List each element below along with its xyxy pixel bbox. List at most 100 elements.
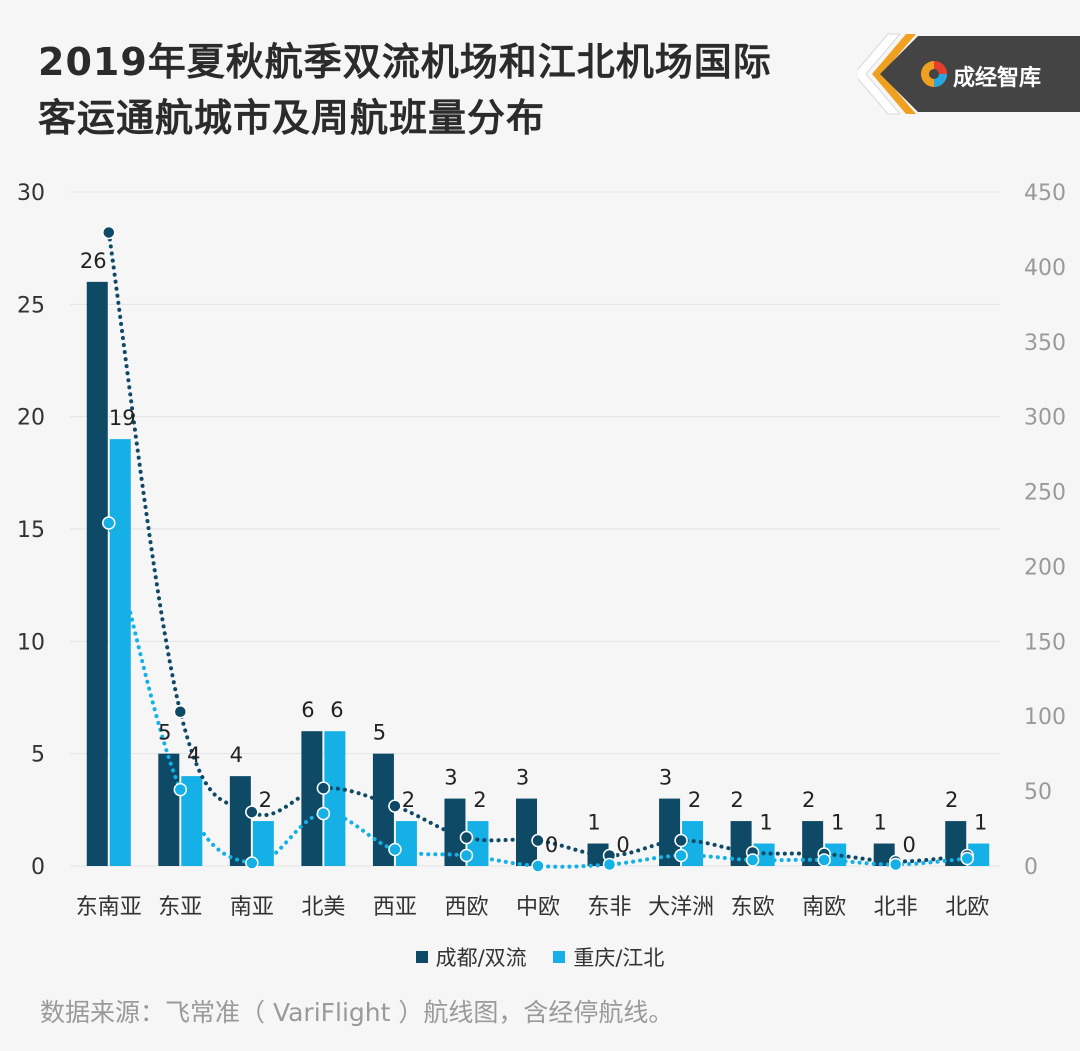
data-label-chongqing: 19 <box>109 406 136 430</box>
bar-chengdu <box>659 798 681 866</box>
axis-layer: 051015202530050100150200250300350400450东… <box>17 181 1066 920</box>
y2-tick-label: 100 <box>1024 705 1066 730</box>
point-chongqing <box>245 856 259 870</box>
x-tick-label: 大洋洲 <box>648 895 714 920</box>
point-chengdu <box>102 225 116 240</box>
x-tick-label: 南欧 <box>802 895 846 920</box>
y-tick-label: 10 <box>17 630 45 655</box>
data-label-chongqing: 0 <box>903 833 916 857</box>
legend-swatch-chengdu <box>415 951 428 963</box>
chart-legend: 成都/双流 重庆/江北 <box>0 942 1080 972</box>
x-tick-label: 北美 <box>301 895 345 920</box>
legend-label-chengdu: 成都/双流 <box>435 946 527 970</box>
data-label-chengdu: 1 <box>587 811 600 835</box>
y2-tick-label: 150 <box>1024 630 1066 655</box>
point-chongqing <box>888 857 903 872</box>
data-label-chengdu: 2 <box>802 788 815 812</box>
line-chengdu <box>106 230 970 864</box>
y2-tick-label: 400 <box>1024 256 1066 281</box>
point-chengdu <box>674 833 688 848</box>
point-chengdu <box>316 781 331 795</box>
point-chongqing <box>388 842 402 857</box>
y2-tick-label: 50 <box>1024 780 1052 805</box>
data-label-chongqing: 0 <box>616 833 629 857</box>
x-tick-label: 中欧 <box>516 895 560 920</box>
bar-chengdu <box>301 731 323 866</box>
bar-chongqing <box>324 731 346 866</box>
bar-chengdu <box>444 798 466 866</box>
source-note: 数据来源：飞常准（ VariFlight ）航线图，含经停航线。 <box>40 998 674 1027</box>
data-label-chongqing: 1 <box>974 811 987 835</box>
data-label-chengdu: 5 <box>158 721 171 745</box>
y2-tick-label: 200 <box>1024 555 1066 580</box>
chart-title-line-1: 2019年夏秋航季双流机场和江北机场国际 <box>38 40 772 84</box>
point-chengdu <box>531 833 545 848</box>
point-chengdu <box>245 805 259 819</box>
x-tick-label: 西欧 <box>444 895 488 920</box>
bar-chengdu <box>158 753 180 866</box>
data-label-chengdu: 26 <box>80 249 107 273</box>
point-chongqing <box>531 859 545 873</box>
data-label-chongqing: 2 <box>259 788 272 812</box>
bar-chongqing <box>252 821 274 866</box>
point-chongqing <box>745 853 760 867</box>
legend-item-chengdu: 成都/双流 <box>415 942 527 972</box>
y2-tick-label: 350 <box>1024 331 1066 356</box>
x-tick-label: 北欧 <box>945 895 989 920</box>
point-chongqing <box>817 853 831 867</box>
data-label-chengdu: 2 <box>730 788 743 812</box>
x-tick-label: 东南亚 <box>76 895 142 920</box>
point-chongqing <box>960 851 974 866</box>
brand-logo-icon <box>921 61 947 87</box>
point-chongqing <box>602 857 617 872</box>
data-label-chengdu: 3 <box>444 766 457 790</box>
data-label-chengdu: 3 <box>659 766 672 790</box>
data-label-chongqing: 1 <box>831 811 844 835</box>
data-label-chongqing: 2 <box>688 788 701 812</box>
bar-chengdu <box>229 776 251 866</box>
data-label-chongqing: 0 <box>545 833 558 857</box>
legend-label-chongqing: 重庆/江北 <box>573 946 665 970</box>
bar-chongqing <box>109 439 131 866</box>
x-tick-label: 东亚 <box>158 895 202 920</box>
badge-body <box>880 36 1080 112</box>
data-label-chengdu: 3 <box>516 766 529 790</box>
data-label-chongqing: 1 <box>759 811 772 835</box>
data-label-chengdu: 2 <box>945 788 958 812</box>
bar-chengdu <box>372 753 394 866</box>
data-label-chengdu: 4 <box>230 743 243 767</box>
legend-swatch-chongqing <box>553 951 566 963</box>
point-chongqing <box>173 782 188 797</box>
data-label-chengdu: 1 <box>874 811 887 835</box>
y-tick-label: 5 <box>31 743 45 768</box>
brand-badge: 成经智库 <box>853 28 1080 120</box>
y-tick-label: 20 <box>17 406 45 431</box>
data-label-chongqing: 4 <box>187 743 200 767</box>
y2-tick-label: 300 <box>1024 406 1066 431</box>
x-tick-label: 西亚 <box>373 895 417 920</box>
y-tick-label: 30 <box>17 181 45 206</box>
y-tick-label: 25 <box>17 293 45 318</box>
line-chongqing <box>106 521 970 869</box>
point-chengdu <box>173 704 188 719</box>
bars-layer <box>86 281 990 866</box>
point-chongqing <box>459 848 474 863</box>
point-chongqing <box>674 848 688 863</box>
bar-chengdu <box>516 798 537 866</box>
point-chongqing <box>102 516 116 530</box>
x-tick-label: 南亚 <box>230 895 274 920</box>
data-label-chongqing: 6 <box>330 698 343 722</box>
bar-chongqing <box>181 776 203 866</box>
brand-name: 成经智库 <box>953 66 1042 91</box>
point-chengdu <box>459 830 474 845</box>
legend-item-chongqing: 重庆/江北 <box>553 942 664 972</box>
y-tick-label: 0 <box>31 855 45 880</box>
grid-layer <box>70 191 1000 867</box>
bar-chengdu <box>86 281 108 866</box>
lines-layer <box>102 225 974 873</box>
brand-badge-shape <box>853 33 1080 115</box>
data-label-chongqing: 2 <box>473 788 486 812</box>
data-label-chengdu: 5 <box>373 721 386 745</box>
